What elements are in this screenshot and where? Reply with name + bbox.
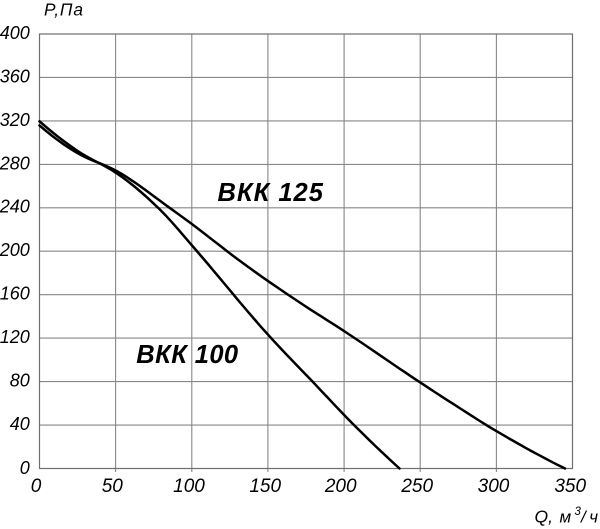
svg-text:/: /: [580, 507, 588, 526]
svg-text:80: 80: [10, 371, 30, 391]
svg-text:240: 240: [0, 197, 30, 217]
svg-text:100: 100: [173, 476, 205, 497]
svg-text:200: 200: [0, 240, 30, 260]
svg-text:40: 40: [10, 414, 30, 434]
svg-text:350: 350: [554, 476, 586, 497]
svg-text:120: 120: [0, 327, 30, 347]
svg-text:320: 320: [0, 110, 30, 130]
svg-text:300: 300: [478, 476, 510, 497]
svg-text:0: 0: [31, 476, 42, 497]
svg-text:360: 360: [0, 66, 30, 86]
svg-text:ч: ч: [589, 507, 598, 526]
svg-text:P,Па: P,Па: [44, 0, 84, 19]
svg-text:0: 0: [20, 458, 30, 478]
svg-text:Q,: Q,: [535, 506, 553, 526]
svg-text:250: 250: [400, 476, 433, 497]
svg-text:ВКК 100: ВКК 100: [136, 341, 238, 369]
svg-text:3: 3: [575, 506, 582, 518]
svg-text:50: 50: [102, 476, 124, 497]
svg-text:160: 160: [0, 284, 30, 304]
svg-text:150: 150: [249, 476, 281, 497]
svg-text:400: 400: [0, 23, 30, 43]
svg-text:200: 200: [324, 476, 357, 497]
svg-text:м: м: [560, 507, 572, 526]
svg-text:ВКК 125: ВКК 125: [218, 179, 324, 207]
svg-text:280: 280: [0, 153, 30, 173]
